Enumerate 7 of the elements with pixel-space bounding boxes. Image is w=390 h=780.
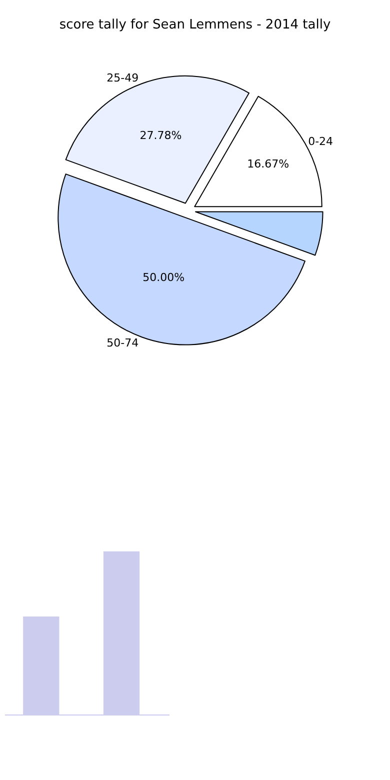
slice-label: 50-74: [106, 336, 139, 350]
data-label: 27.78%: [140, 129, 182, 142]
chart-title: score tally for Sean Lemmens - 2014 tally: [59, 18, 331, 33]
slice-label: 0-24: [308, 134, 334, 148]
slice-label: 25-49: [106, 71, 139, 84]
data-label: 16.67%: [247, 158, 290, 171]
data-label: 50.00%: [142, 270, 185, 284]
